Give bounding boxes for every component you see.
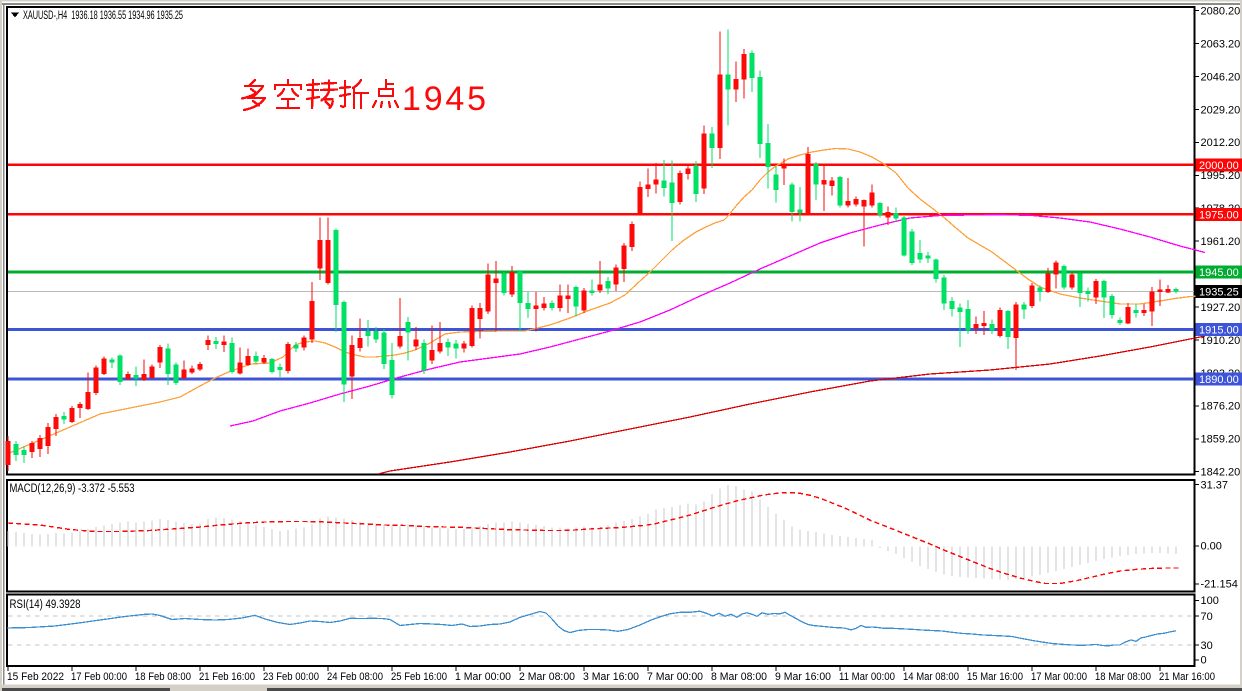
svg-text:24 Feb 08:00: 24 Feb 08:00 [327,671,383,683]
svg-text:15 Mar 16:00: 15 Mar 16:00 [967,671,1023,683]
svg-text:0.00: 0.00 [1201,541,1222,553]
svg-text:23 Feb 00:00: 23 Feb 00:00 [263,671,319,683]
svg-text:30: 30 [1201,640,1213,652]
svg-text:25 Feb 16:00: 25 Feb 16:00 [391,671,447,683]
svg-text:2046.20: 2046.20 [1201,71,1241,83]
svg-text:XAUUSD-,H4 1936.18 1936.55 19: XAUUSD-,H4 1936.18 1936.55 1934.96 1935.… [23,10,183,22]
svg-text:2080.20: 2080.20 [1201,6,1241,18]
svg-text:14 Mar 08:00: 14 Mar 08:00 [903,671,959,683]
svg-text:2063.20: 2063.20 [1201,38,1241,50]
svg-text:21 Feb 16:00: 21 Feb 16:00 [199,671,255,683]
svg-text:RSI(14) 49.3928: RSI(14) 49.3928 [10,599,81,611]
svg-text:1975.00: 1975.00 [1199,209,1239,221]
svg-text:1927.20: 1927.20 [1201,302,1241,314]
svg-text:1876.20: 1876.20 [1201,401,1241,413]
svg-text:70: 70 [1201,611,1213,623]
svg-text:15 Feb 2022: 15 Feb 2022 [7,671,64,683]
svg-text:2029.20: 2029.20 [1201,104,1241,116]
svg-text:1961.20: 1961.20 [1201,236,1241,248]
svg-text:1842.20: 1842.20 [1201,467,1241,479]
svg-text:8 Mar 08:00: 8 Mar 08:00 [711,671,767,683]
svg-text:100: 100 [1201,595,1219,607]
svg-text:11 Mar 00:00: 11 Mar 00:00 [839,671,895,683]
svg-text:2012.20: 2012.20 [1201,137,1241,149]
svg-text:MACD(12,26,9) -3.372 -5.553: MACD(12,26,9) -3.372 -5.553 [10,483,135,495]
svg-text:1995.20: 1995.20 [1201,170,1241,182]
svg-text:1910.20: 1910.20 [1201,335,1241,347]
svg-text:1859.20: 1859.20 [1201,434,1241,446]
svg-text:1945.00: 1945.00 [1199,267,1239,279]
svg-text:21 Mar 16:00: 21 Mar 16:00 [1159,671,1215,683]
svg-text:7 Mar 00:00: 7 Mar 00:00 [647,671,703,683]
svg-text:3 Mar 16:00: 3 Mar 16:00 [583,671,639,683]
svg-text:2000.00: 2000.00 [1199,160,1239,172]
svg-text:-21.154: -21.154 [1201,579,1238,591]
svg-text:17 Feb 00:00: 17 Feb 00:00 [71,671,127,683]
svg-text:0: 0 [1201,655,1207,667]
svg-text:31.37: 31.37 [1201,480,1229,492]
svg-text:9 Mar 16:00: 9 Mar 16:00 [775,671,831,683]
svg-text:18 Feb 08:00: 18 Feb 08:00 [135,671,191,683]
svg-text:1915.00: 1915.00 [1199,325,1239,337]
svg-text:1890.00: 1890.00 [1199,374,1239,386]
svg-text:2 Mar 08:00: 2 Mar 08:00 [519,671,575,683]
svg-text:17 Mar 00:00: 17 Mar 00:00 [1031,671,1087,683]
svg-text:1 Mar 00:00: 1 Mar 00:00 [455,671,511,683]
svg-text:1935.25: 1935.25 [1199,286,1239,298]
svg-text:18 Mar 08:00: 18 Mar 08:00 [1095,671,1151,683]
